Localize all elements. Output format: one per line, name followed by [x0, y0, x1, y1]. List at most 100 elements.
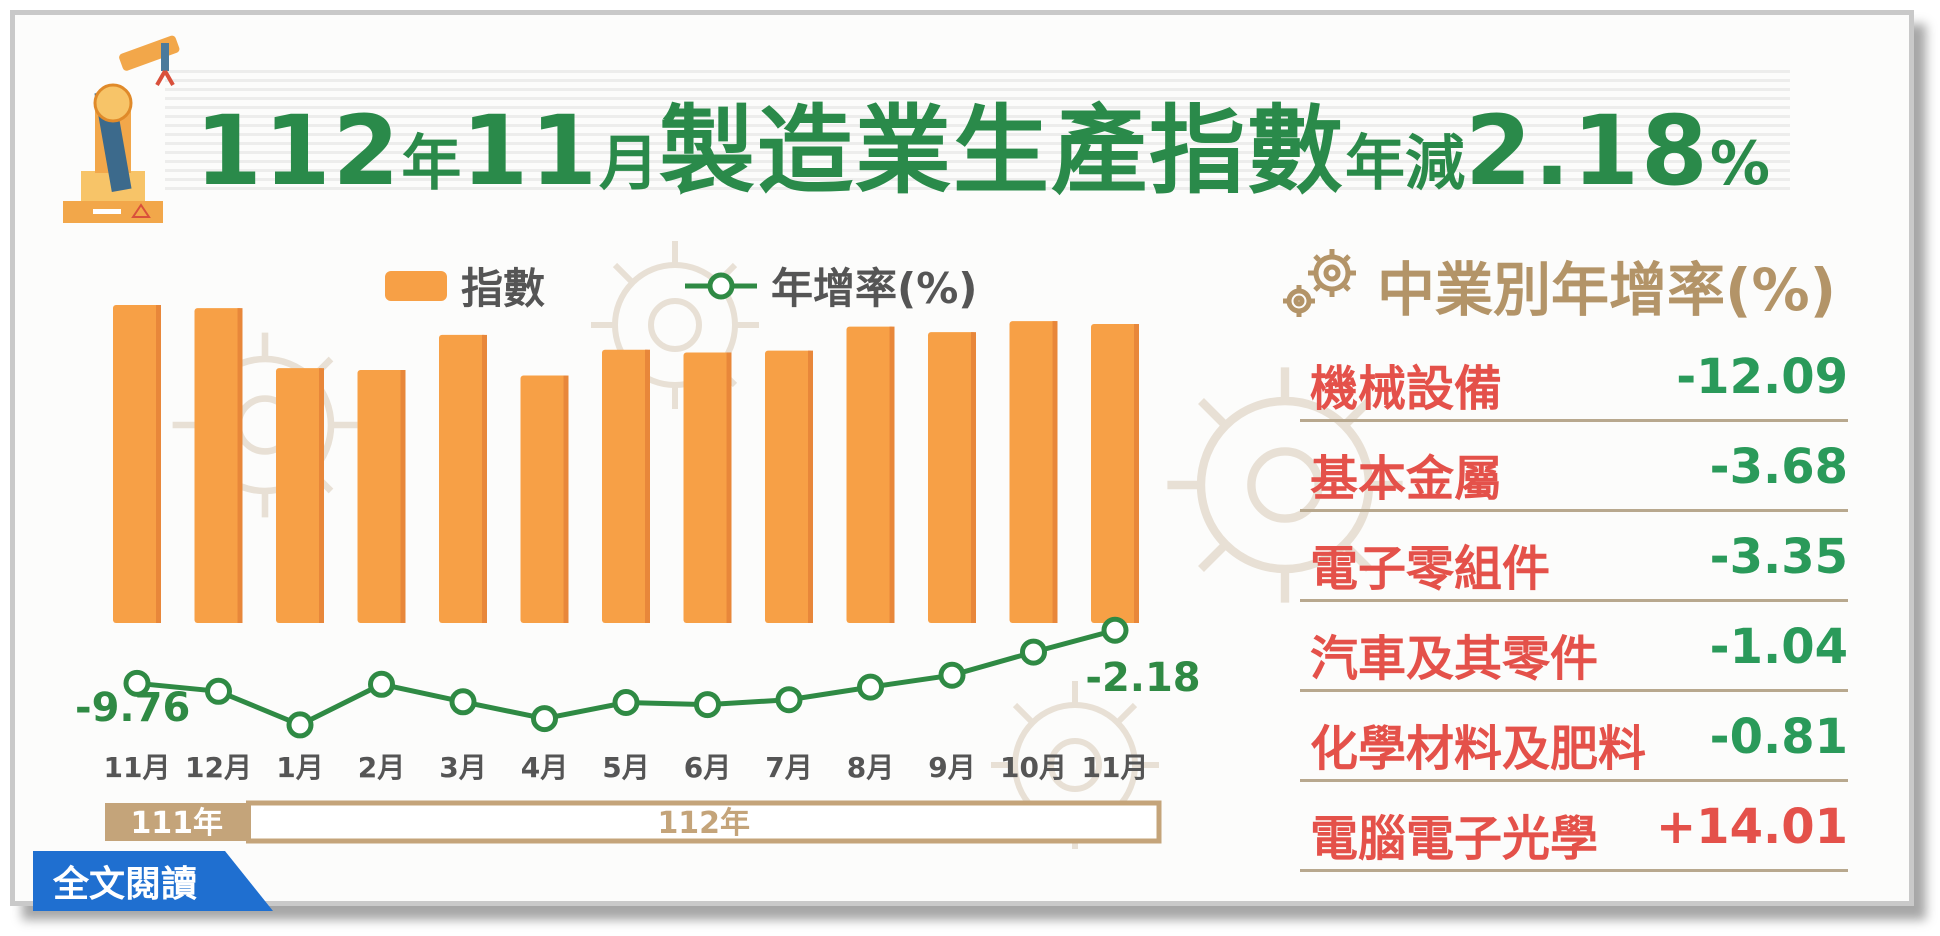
legend-growth: 年增率(%): [683, 255, 977, 316]
growth-point: [1101, 616, 1129, 644]
industry-row: 電腦電子光學 +14.01: [1300, 781, 1848, 872]
year-group-label: 112年: [657, 806, 750, 841]
industry-name: 基本金屬: [1310, 451, 1503, 507]
x-tick-label: 10月: [1000, 751, 1067, 784]
growth-point: [449, 688, 477, 716]
growth-point: [857, 673, 884, 701]
line-data-label: -2.18: [1085, 655, 1200, 701]
infographic-frame: 112 年 11 月 製造業生產指數 年減 2.18 % 指數 年增率(%) 9…: [10, 10, 1914, 911]
title-main: 製造業生產指數: [658, 95, 1345, 207]
x-tick-label: 12月: [185, 751, 252, 784]
growth-point: [694, 691, 721, 719]
legend-line-swatch: [685, 272, 757, 299]
line-data-label: -9.76: [75, 685, 190, 731]
industry-value: -12.09: [1676, 349, 1848, 405]
x-tick-label: 4月: [521, 751, 568, 784]
x-tick-label: 3月: [439, 751, 486, 784]
x-tick-label: 8月: [847, 751, 894, 784]
index-bar: [765, 350, 813, 623]
index-bar: [520, 375, 569, 623]
index-bar-shade: [319, 368, 324, 623]
index-bar-shade: [1052, 321, 1058, 623]
x-tick-label: 11月: [1082, 751, 1149, 784]
legend-growth-label: 年增率(%): [771, 264, 978, 313]
gear-icon: [1283, 249, 1356, 317]
index-bar-shade: [563, 375, 569, 623]
industry-name: 機械設備: [1310, 361, 1503, 417]
year-group-111: [105, 803, 249, 841]
index-bar-shade: [726, 352, 732, 623]
industry-name: 電子零組件: [1310, 541, 1551, 597]
index-bar: [602, 349, 650, 623]
index-bar: [1009, 321, 1058, 623]
index-bar-shade: [237, 308, 243, 623]
index-bar: [683, 352, 732, 623]
index-bar-shade: [1134, 324, 1139, 623]
title-month-unit: 月: [598, 129, 659, 199]
industry-row: 機械設備 -12.09: [1300, 331, 1848, 422]
industry-name: 化學材料及肥料: [1310, 721, 1647, 777]
index-bar-shade: [971, 332, 976, 623]
index-bar-shade: [889, 326, 895, 623]
x-tick-label: 5月: [602, 751, 649, 784]
robot-arm-icon: [63, 35, 180, 223]
index-bar: [846, 326, 895, 623]
x-tick-label: 2月: [358, 751, 405, 784]
background-gear-icon: [1167, 367, 1403, 603]
index-bar: [1091, 324, 1139, 623]
title-year-unit: 年: [401, 129, 462, 199]
index-bar: [194, 308, 243, 623]
index-bar-shade: [400, 370, 406, 623]
industry-row: 汽車及其零件 -1.04: [1300, 601, 1848, 692]
growth-point: [938, 661, 966, 689]
industry-name: 汽車及其零件: [1310, 631, 1599, 687]
index-bar-shade: [482, 334, 487, 623]
growth-point: [775, 686, 803, 714]
industry-name: 電腦電子光學: [1310, 811, 1599, 867]
index-bar-shade: [156, 305, 161, 623]
read-full-article-button[interactable]: 全文閱讀: [33, 851, 273, 911]
index-bar: [276, 368, 324, 623]
x-tick-label: 11月: [104, 751, 171, 784]
bar-data-label: 92.38: [1082, 255, 1209, 261]
year-group-112: [246, 800, 1162, 844]
industry-value: -3.68: [1709, 439, 1848, 495]
x-tick-label: 9月: [928, 751, 975, 784]
industry-value: -3.35: [1709, 529, 1848, 585]
legend-index: 指數: [385, 255, 545, 316]
production-index-chart: 94.44 92.38 -9.76 -2.18 11月 12月 1月 2月 3月 4月 5月 6月 7月…: [75, 255, 1209, 844]
index-bar-shade: [645, 349, 650, 623]
industry-value: +14.01: [1655, 799, 1848, 855]
industry-row: 基本金屬 -3.68: [1300, 421, 1848, 512]
index-bar: [928, 332, 976, 623]
industry-row: 電子零組件 -3.35: [1300, 511, 1848, 602]
title-month-num: 11: [461, 95, 599, 207]
growth-point: [286, 711, 314, 739]
year-group-label: 111年: [130, 806, 223, 841]
x-tick-label: 7月: [765, 751, 812, 784]
title-change-label: 年減: [1344, 129, 1465, 199]
growth-point: [123, 669, 151, 697]
title-change-value: 2.18: [1464, 95, 1710, 207]
title-change-unit: %: [1709, 129, 1770, 199]
growth-point: [205, 677, 232, 705]
industries-title: 中業別年增率(%): [1377, 256, 1837, 324]
industry-value: -1.04: [1709, 619, 1848, 675]
index-bar: [113, 305, 161, 623]
title-stripes: [165, 70, 1790, 190]
x-tick-label: 6月: [684, 751, 731, 784]
industry-row: 化學材料及肥料 -0.81: [1300, 691, 1848, 782]
index-bar: [439, 334, 487, 623]
growth-point: [1020, 638, 1047, 666]
page-title: 112 年 11 月 製造業生產指數 年減 2.18 %: [195, 73, 1795, 212]
growth-point: [531, 705, 558, 733]
growth-point: [612, 689, 640, 716]
index-bar: [357, 370, 406, 623]
x-tick-label: 1月: [276, 751, 323, 784]
index-bar-shade: [808, 350, 813, 623]
title-year-num: 112: [195, 95, 402, 207]
legend-index-label: 指數: [461, 264, 546, 313]
bar-data-label: 94.44: [75, 255, 202, 257]
legend-bar-swatch: [385, 270, 447, 301]
industry-value: -0.81: [1709, 709, 1848, 765]
